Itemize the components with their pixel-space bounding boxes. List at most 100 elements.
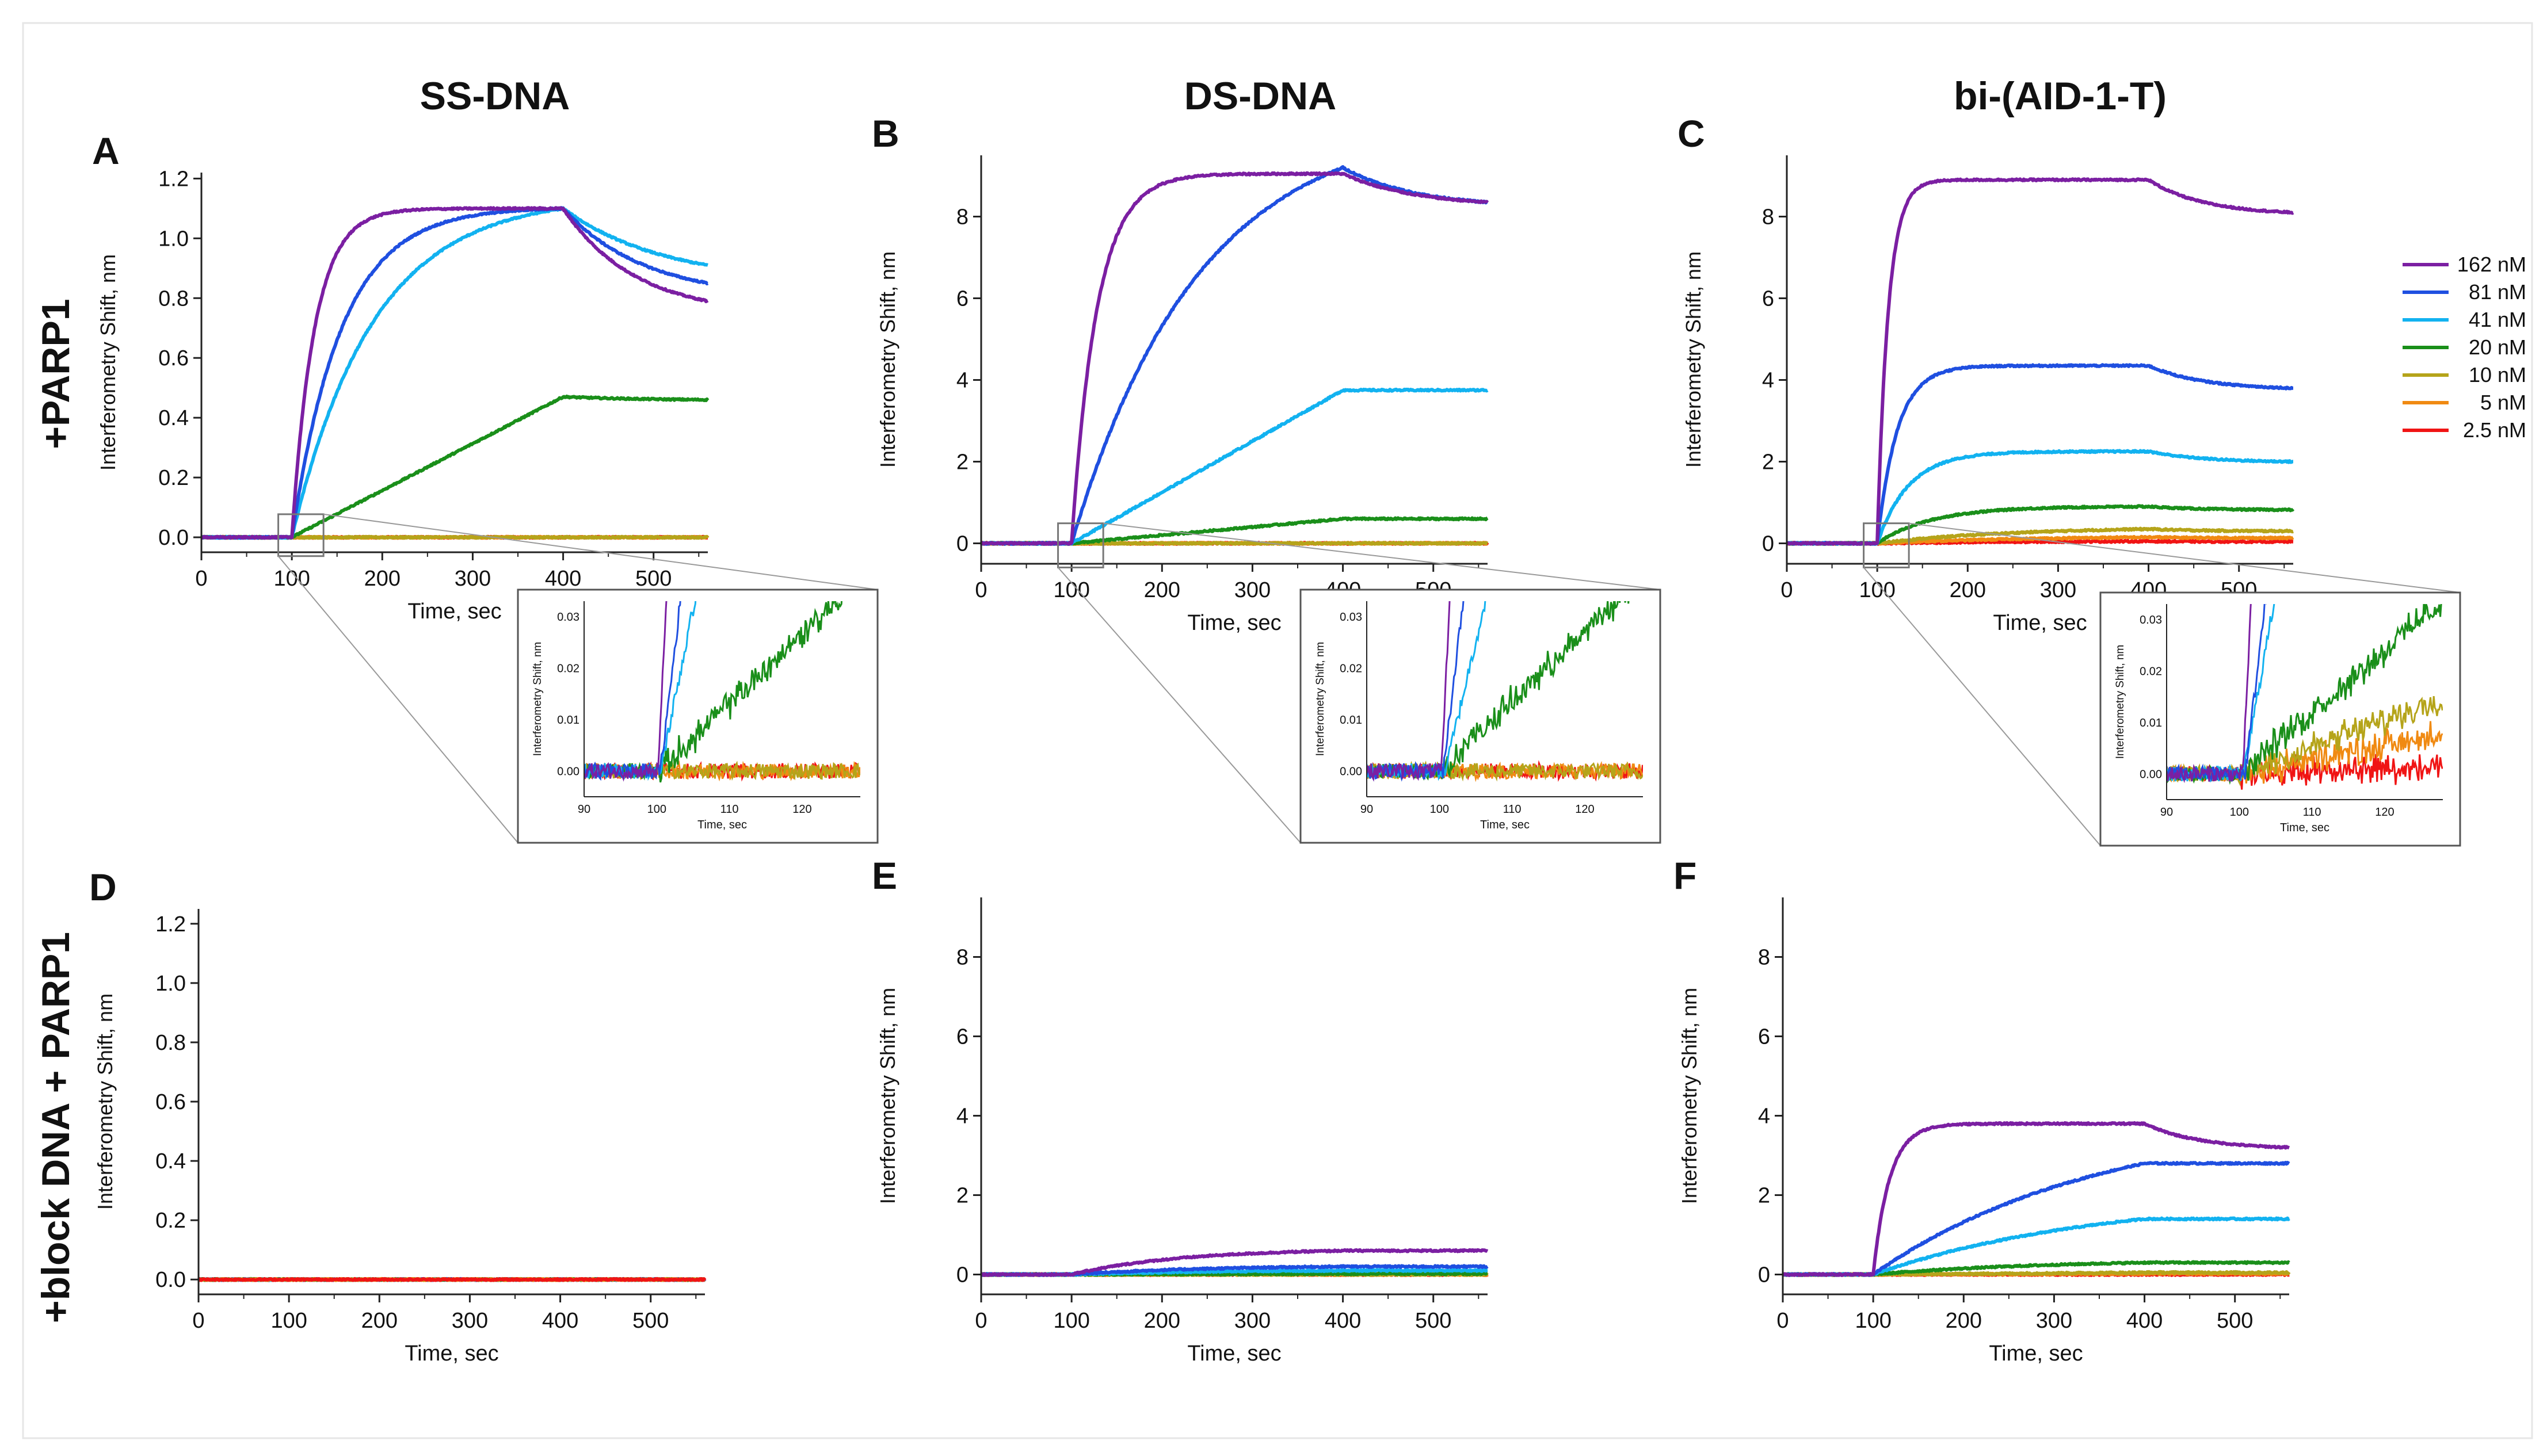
x-tick-label: 200 bbox=[1950, 578, 1986, 602]
y-tick-label: 0 bbox=[1762, 532, 1774, 556]
row-title-2: +block DNA + PARP1 bbox=[34, 932, 78, 1323]
panel-f: F 0 100 200 300 400 500 0 2 4 6 8 Time, sec Interfero… bbox=[1673, 854, 2291, 1366]
panel-b: B010020030040050002468Time, secInterfero… bbox=[872, 112, 1661, 844]
legend-label: 162 nM bbox=[2457, 253, 2526, 276]
inset-series-81-nM bbox=[1367, 601, 1465, 782]
x-tick-label: 0 bbox=[192, 1309, 204, 1333]
legend-label: 20 nM bbox=[2469, 335, 2526, 359]
inset-y-axis-label: Interferometry Shift, nm bbox=[532, 642, 544, 756]
y-tick-label: 0.8 bbox=[158, 286, 189, 311]
inset-y-tick-label: 0.03 bbox=[557, 611, 579, 624]
inset-x-tick-label: 120 bbox=[792, 803, 811, 816]
inset-x-tick-label: 110 bbox=[720, 803, 739, 816]
inset-y-tick-label: 0.00 bbox=[1340, 765, 1362, 778]
legend-label: 2.5 nM bbox=[2463, 418, 2526, 442]
x-tick-label: 200 bbox=[364, 567, 401, 591]
y-tick-label: 2 bbox=[1762, 450, 1774, 475]
inset-x-tick-label: 120 bbox=[1575, 803, 1594, 816]
inset-y-tick-label: 0.01 bbox=[2140, 717, 2162, 729]
x-tick-label: 200 bbox=[361, 1309, 398, 1333]
inset-x-tick-label: 120 bbox=[2375, 806, 2394, 819]
x-tick-label: 400 bbox=[542, 1309, 578, 1333]
inset-y-tick-label: 0.00 bbox=[2140, 768, 2162, 781]
inset-series-41-nM bbox=[584, 601, 697, 781]
inset-frame bbox=[1299, 588, 1661, 844]
zoom-connector bbox=[1863, 567, 2101, 846]
y-axis-label: Interferometry Shift, nm bbox=[876, 251, 899, 468]
inset-c: 90 100 110 120 0.00 0.01 0.02 0.03 Time, sec Inte… bbox=[2099, 591, 2461, 847]
series-line-162-nM bbox=[1786, 177, 2294, 546]
y-tick-label: 6 bbox=[1762, 287, 1774, 311]
inset-lines bbox=[2167, 604, 2443, 790]
x-tick-label: 100 bbox=[1053, 578, 1089, 602]
y-axis-label: Interferometry Shift, nm bbox=[1682, 251, 1705, 468]
inset-y-tick-label: 0.03 bbox=[1340, 611, 1362, 624]
y-tick-label: 4 bbox=[1762, 369, 1774, 393]
inset-x-axis-label: Time, sec bbox=[697, 819, 747, 831]
inset-x-tick-label: 100 bbox=[647, 803, 666, 816]
inset-y-tick-label: 0.01 bbox=[1340, 714, 1362, 727]
x-tick-label: 300 bbox=[1234, 578, 1271, 602]
zoom-box bbox=[1863, 522, 1910, 568]
inset-x-tick-label: 100 bbox=[2230, 806, 2249, 819]
inset-series-162-nM bbox=[1367, 601, 1451, 782]
inset-a: 90 100 110 120 0.00 0.01 0.02 0.03 Time, sec Inte… bbox=[517, 588, 879, 844]
inset-x-tick-label: 110 bbox=[2303, 806, 2321, 819]
inset-y-tick-label: 0.03 bbox=[2140, 614, 2162, 626]
y-tick-label: 0.4 bbox=[155, 1149, 186, 1174]
legend-label: 5 nM bbox=[2480, 391, 2526, 414]
panel-letter: D bbox=[89, 866, 117, 908]
panel-letter: F bbox=[1673, 854, 1696, 897]
zoom-box bbox=[277, 513, 325, 557]
x-tick-label: 100 bbox=[1855, 1309, 1891, 1333]
x-tick-label: 100 bbox=[270, 1309, 307, 1333]
x-tick-label: 0 bbox=[975, 578, 987, 602]
y-tick-label: 0.2 bbox=[158, 466, 189, 490]
y-axis-label: Interferometry Shift, nm bbox=[876, 988, 899, 1204]
zoom-connector bbox=[1909, 522, 2461, 593]
x-tick-label: 300 bbox=[2040, 578, 2076, 602]
y-tick-label: 6 bbox=[1758, 1025, 1770, 1049]
inset-series-162-nM bbox=[584, 601, 668, 782]
x-tick-label: 300 bbox=[452, 1309, 488, 1333]
inset-b: 90 100 110 120 0.00 0.01 0.02 0.03 Time, sec Inte… bbox=[1299, 588, 1661, 844]
panel-letter: E bbox=[872, 854, 897, 897]
inset-series-81-nM bbox=[2167, 604, 2267, 782]
x-tick-label: 500 bbox=[2217, 1309, 2253, 1333]
zoom-connector bbox=[1103, 522, 1661, 590]
inset-x-tick-label: 90 bbox=[2160, 806, 2173, 819]
x-tick-label: 500 bbox=[635, 567, 672, 591]
series-line-162-nM bbox=[980, 1248, 1489, 1277]
x-tick-label: 300 bbox=[1234, 1309, 1271, 1333]
inset-x-axis-label: Time, sec bbox=[2280, 821, 2329, 834]
inset-y-tick-label: 0.02 bbox=[1340, 662, 1362, 675]
inset-x-axis-label: Time, sec bbox=[1480, 819, 1530, 831]
y-tick-label: 0 bbox=[1758, 1263, 1770, 1287]
y-tick-label: 4 bbox=[956, 1105, 969, 1129]
y-tick-label: 0 bbox=[956, 1263, 969, 1287]
inset-x-tick-label: 100 bbox=[1430, 803, 1449, 816]
series-line-162-nM bbox=[979, 171, 1489, 546]
x-tick-label: 200 bbox=[1946, 1309, 1982, 1333]
y-tick-label: 1.2 bbox=[155, 912, 186, 937]
x-tick-label: 200 bbox=[1144, 1309, 1180, 1333]
y-tick-label: 8 bbox=[1758, 946, 1770, 970]
y-tick-label: 1.2 bbox=[158, 167, 189, 191]
y-tick-label: 1.0 bbox=[158, 227, 189, 251]
x-axis-label: Time, sec bbox=[405, 1342, 498, 1366]
row-title-1: +PARP1 bbox=[34, 299, 78, 449]
y-axis-label: Interferometry Shift, nm bbox=[96, 254, 120, 471]
y-tick-label: 0.8 bbox=[155, 1031, 186, 1055]
y-tick-label: 8 bbox=[1762, 205, 1774, 230]
panel-letter: A bbox=[92, 129, 120, 172]
x-tick-label: 300 bbox=[2036, 1309, 2072, 1333]
y-tick-label: 0.0 bbox=[158, 526, 189, 550]
zoom-connector bbox=[277, 556, 518, 843]
x-tick-label: 500 bbox=[1415, 1309, 1451, 1333]
y-tick-label: 0.2 bbox=[155, 1209, 186, 1233]
x-tick-label: 100 bbox=[1053, 1309, 1089, 1333]
inset-y-axis-label: Interferometry Shift, nm bbox=[2114, 645, 2126, 759]
y-tick-label: 0.6 bbox=[155, 1090, 186, 1114]
